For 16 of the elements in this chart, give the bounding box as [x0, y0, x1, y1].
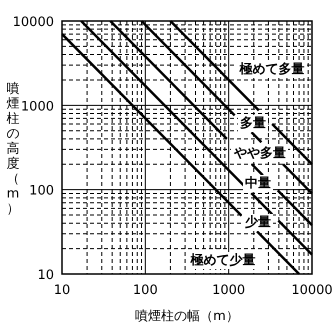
text: 噴煙柱の高度（m） [6, 82, 20, 216]
y-tick-label: 1000 [20, 99, 54, 114]
x-axis-title: 噴煙柱の幅（m） [135, 309, 239, 324]
annotation: やや多量 [233, 146, 286, 161]
x-tick-label: 100 [132, 283, 158, 298]
x-tick-label: 10 [54, 283, 70, 298]
annotation: 中量 [245, 176, 271, 191]
x-tick-label: 1000 [212, 283, 246, 298]
annotation: 少量 [244, 215, 271, 230]
y-tick-label: 10 [37, 268, 54, 283]
annotation: 極めて多量 [238, 62, 304, 77]
annotation: 多量 [240, 116, 266, 131]
annotation: 極めて少量 [190, 253, 256, 268]
y-tick-label: 100 [29, 184, 54, 199]
x-tick-label: 10000 [291, 283, 333, 298]
y-tick-label: 10000 [12, 15, 54, 30]
